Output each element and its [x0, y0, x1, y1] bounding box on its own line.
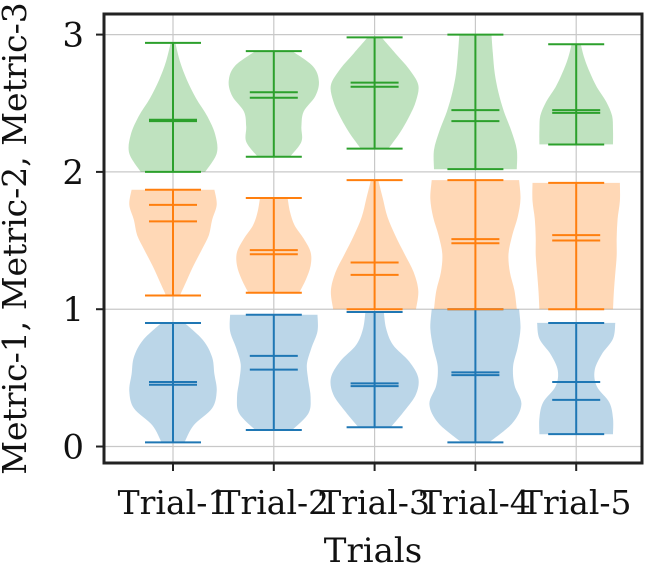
- x-tick-label: Trial-4: [420, 483, 531, 522]
- plot-area-frame: [102, 12, 644, 465]
- x-tick-label: Trial-1: [118, 483, 229, 522]
- violin-stat-lines: [145, 33, 605, 444]
- x-tick-label: Trial-2: [218, 483, 329, 522]
- y-tick-label: 1: [62, 290, 84, 330]
- x-axis-title: Trials: [324, 531, 422, 570]
- y-tick-label: 0: [62, 428, 84, 468]
- x-tick-label: Trial-3: [319, 483, 430, 522]
- y-tick-label: 2: [62, 153, 84, 193]
- y-tick-label: 3: [62, 16, 84, 56]
- y-axis-title: Metric-1, Metric-2, Metric-3: [0, 2, 34, 475]
- x-tick-label: Trial-5: [521, 483, 632, 522]
